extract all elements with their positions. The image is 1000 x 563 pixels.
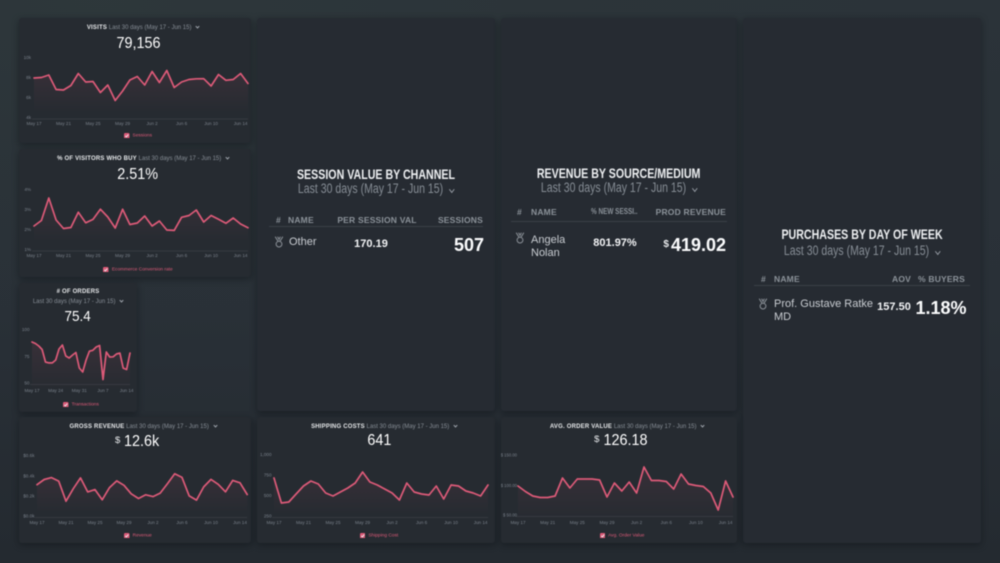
svg-text:Jun 14: Jun 14	[233, 520, 247, 525]
svg-text:May 25: May 25	[85, 121, 101, 126]
svg-text:Jun 10: Jun 10	[204, 121, 218, 126]
svg-text:Jun 2: Jun 2	[386, 520, 398, 525]
svg-text:Jun 6: Jun 6	[176, 253, 188, 258]
svg-text:Jun 14: Jun 14	[234, 121, 248, 126]
svg-text:10k: 10k	[24, 55, 32, 60]
svg-text:May 25: May 25	[85, 253, 101, 258]
svg-text:Jun 6: Jun 6	[661, 520, 673, 525]
svg-text:3%: 3%	[24, 207, 31, 212]
svg-text:2%: 2%	[24, 227, 31, 232]
svg-text:$ 100.00: $ 100.00	[501, 483, 518, 488]
svg-text:Jun 10: Jun 10	[204, 520, 218, 525]
svg-text:$0.4k: $0.4k	[23, 474, 35, 479]
svg-text:Jun 6: Jun 6	[176, 520, 188, 525]
svg-text:Jun 2: Jun 2	[147, 520, 159, 525]
svg-text:Jun 2: Jun 2	[146, 121, 158, 126]
svg-text:$ 150.00: $ 150.00	[501, 453, 518, 458]
svg-text:Jun 10: Jun 10	[444, 520, 458, 525]
svg-text:250: 250	[264, 514, 272, 519]
svg-text:$0.0k: $0.0k	[23, 514, 35, 519]
svg-text:750: 750	[264, 473, 272, 478]
svg-text:Jun 10: Jun 10	[689, 520, 703, 525]
svg-text:Jun 6: Jun 6	[416, 520, 428, 525]
svg-text:1%: 1%	[24, 247, 31, 252]
svg-text:May 29: May 29	[115, 253, 131, 258]
svg-text:May 25: May 25	[87, 520, 103, 525]
svg-text:Jun 2: Jun 2	[146, 253, 158, 258]
svg-text:4k: 4k	[26, 115, 32, 120]
svg-text:May 21: May 21	[56, 253, 72, 258]
svg-text:May 21: May 21	[296, 520, 312, 525]
svg-text:Jun 14: Jun 14	[474, 520, 488, 525]
svg-text:8k: 8k	[26, 75, 32, 80]
svg-text:50: 50	[24, 381, 30, 386]
svg-text:$0.6k: $0.6k	[23, 453, 35, 458]
svg-text:May 21: May 21	[58, 520, 74, 525]
svg-text:May 17: May 17	[510, 520, 526, 525]
svg-text:75: 75	[24, 354, 30, 359]
svg-text:Jun 14: Jun 14	[719, 520, 733, 525]
svg-text:6k: 6k	[26, 95, 32, 100]
svg-text:$ 50.00: $ 50.00	[503, 513, 518, 518]
svg-text:May 29: May 29	[116, 520, 132, 525]
svg-text:$0.2k: $0.2k	[23, 494, 35, 499]
svg-text:May 29: May 29	[355, 520, 371, 525]
svg-text:May 25: May 25	[325, 520, 341, 525]
svg-text:100: 100	[22, 327, 30, 332]
svg-text:May 21: May 21	[540, 520, 556, 525]
svg-text:May 17: May 17	[266, 520, 282, 525]
svg-text:May 25: May 25	[570, 520, 586, 525]
svg-text:1,000: 1,000	[260, 452, 272, 457]
svg-text:Jun 14: Jun 14	[234, 253, 248, 258]
svg-text:Jun 2: Jun 2	[631, 520, 643, 525]
svg-text:May 29: May 29	[599, 520, 615, 525]
svg-text:May 17: May 17	[29, 520, 45, 525]
svg-text:May 17: May 17	[26, 253, 42, 258]
svg-text:May 29: May 29	[115, 121, 131, 126]
svg-text:4%: 4%	[24, 187, 31, 192]
svg-text:May 21: May 21	[56, 121, 72, 126]
svg-text:May 17: May 17	[26, 121, 42, 126]
svg-text:Jun 10: Jun 10	[204, 253, 218, 258]
svg-text:Jun 6: Jun 6	[176, 121, 188, 126]
svg-text:500: 500	[264, 493, 272, 498]
